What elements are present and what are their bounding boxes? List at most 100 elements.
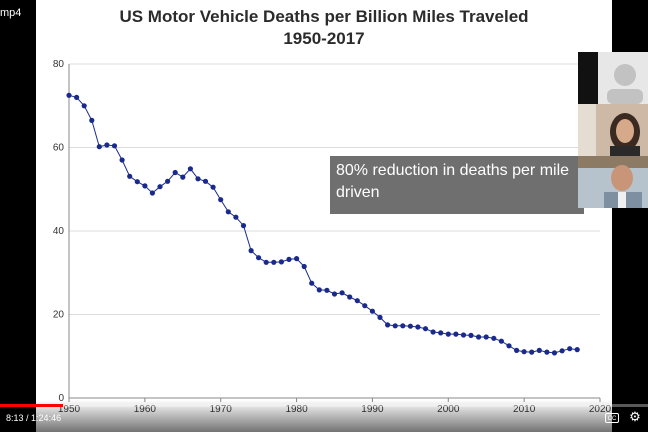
data-point-2004: [476, 334, 482, 340]
y-tick-label-60: 60: [53, 143, 65, 154]
data-point-2011: [529, 349, 535, 355]
data-point-2001: [453, 331, 459, 337]
data-point-1962: [157, 184, 163, 190]
data-point-1956: [111, 143, 118, 149]
data-point-2009: [514, 347, 520, 353]
data-point-1989: [362, 303, 368, 309]
progress-bar-played: [0, 404, 63, 407]
data-point-1987: [347, 294, 353, 300]
data-point-1963: [165, 178, 171, 184]
total-time: 1:24:46: [31, 413, 62, 423]
data-point-1999: [438, 330, 444, 336]
data-point-1972: [233, 214, 239, 220]
data-point-1952: [81, 103, 87, 109]
data-point-1990: [369, 308, 375, 314]
chart-title-line-2: 1950-2017: [283, 29, 365, 48]
data-point-1957: [119, 157, 125, 163]
data-point-1996: [415, 324, 421, 330]
data-point-1960: [142, 183, 148, 189]
time-separator: /: [23, 413, 32, 423]
data-point-1973: [240, 223, 247, 229]
current-time: 8:13: [6, 413, 24, 423]
y-tick-label-0: 0: [58, 393, 64, 404]
data-point-1984: [324, 287, 330, 293]
data-point-2002: [460, 332, 467, 338]
data-point-2017: [574, 347, 580, 353]
data-point-1981: [301, 263, 307, 270]
participant-video-3: [578, 156, 648, 208]
data-point-2003: [468, 332, 474, 338]
data-point-1968: [202, 178, 209, 184]
data-point-1959: [134, 179, 140, 185]
data-point-1951: [74, 94, 80, 100]
data-point-1992: [385, 322, 391, 328]
data-point-1975: [256, 255, 262, 261]
data-point-1982: [309, 280, 315, 286]
chart-title-line-1: US Motor Vehicle Deaths per Billion Mile…: [119, 7, 529, 26]
data-point-1994: [400, 323, 406, 329]
time-display: 8:13 / 1:24:46: [6, 413, 61, 423]
data-point-1980: [294, 256, 300, 262]
data-point-1993: [392, 323, 398, 329]
data-point-1966: [187, 166, 193, 172]
data-point-1991: [377, 314, 383, 320]
data-point-1967: [195, 176, 201, 182]
data-point-1995: [407, 323, 413, 329]
data-point-2010: [521, 349, 527, 355]
data-point-2013: [544, 349, 550, 355]
data-point-2008: [506, 343, 512, 349]
data-point-2006: [491, 335, 497, 341]
data-point-1955: [104, 142, 110, 148]
avatar-placeholder: [598, 52, 648, 104]
data-point-1997: [422, 326, 429, 332]
presentation-slide: US Motor Vehicle Deaths per Billion Mile…: [36, 0, 612, 432]
data-point-2016: [567, 346, 573, 352]
data-point-2005: [483, 334, 489, 340]
data-point-1977: [271, 259, 277, 265]
y-tick-label-20: 20: [53, 310, 65, 321]
callout-text: 80% reduction in deaths per mile driven: [336, 162, 570, 201]
line-chart: 0204060801950196019701980199020002010202…: [53, 59, 612, 415]
data-point-1978: [278, 259, 284, 265]
data-point-1958: [127, 173, 133, 179]
data-point-2007: [498, 338, 504, 344]
subtitles-button[interactable]: CC: [605, 413, 619, 423]
data-point-1974: [248, 248, 254, 254]
participant-tile-2[interactable]: [578, 104, 648, 156]
participant-tile-1[interactable]: [578, 52, 648, 104]
y-tick-label-40: 40: [53, 226, 65, 237]
data-point-1998: [430, 329, 436, 335]
data-point-2000: [445, 331, 451, 337]
chart-title: US Motor Vehicle Deaths per Billion Mile…: [36, 6, 612, 50]
data-point-1969: [210, 184, 216, 190]
data-point-1954: [96, 144, 102, 150]
data-point-1964: [172, 169, 178, 176]
participant-video-2: [578, 104, 648, 156]
data-point-1961: [149, 190, 155, 196]
data-point-1965: [180, 174, 186, 180]
data-point-1988: [354, 298, 360, 304]
participant-tile-3[interactable]: [578, 156, 648, 208]
data-point-2014: [551, 350, 558, 356]
data-point-1983: [316, 287, 322, 293]
data-point-1950: [66, 92, 72, 98]
file-name-label: mp4: [0, 7, 22, 19]
progress-bar[interactable]: [0, 404, 648, 407]
data-point-1971: [225, 209, 231, 215]
y-tick-label-80: 80: [53, 59, 65, 70]
data-point-2015: [559, 348, 565, 354]
data-point-1953: [89, 117, 95, 123]
tile-divider: [578, 52, 598, 104]
data-point-1979: [286, 256, 292, 262]
data-point-1976: [263, 259, 269, 265]
player-controls: [0, 400, 648, 432]
settings-gear-icon[interactable]: ⚙: [629, 409, 641, 424]
callout-box: 80% reduction in deaths per mile driven: [330, 156, 584, 214]
data-point-1985: [331, 291, 338, 297]
data-point-1970: [218, 197, 224, 203]
person-icon: [607, 64, 643, 104]
data-point-2012: [536, 347, 542, 353]
participant-video-tiles: [578, 52, 648, 208]
data-point-1986: [339, 290, 345, 296]
